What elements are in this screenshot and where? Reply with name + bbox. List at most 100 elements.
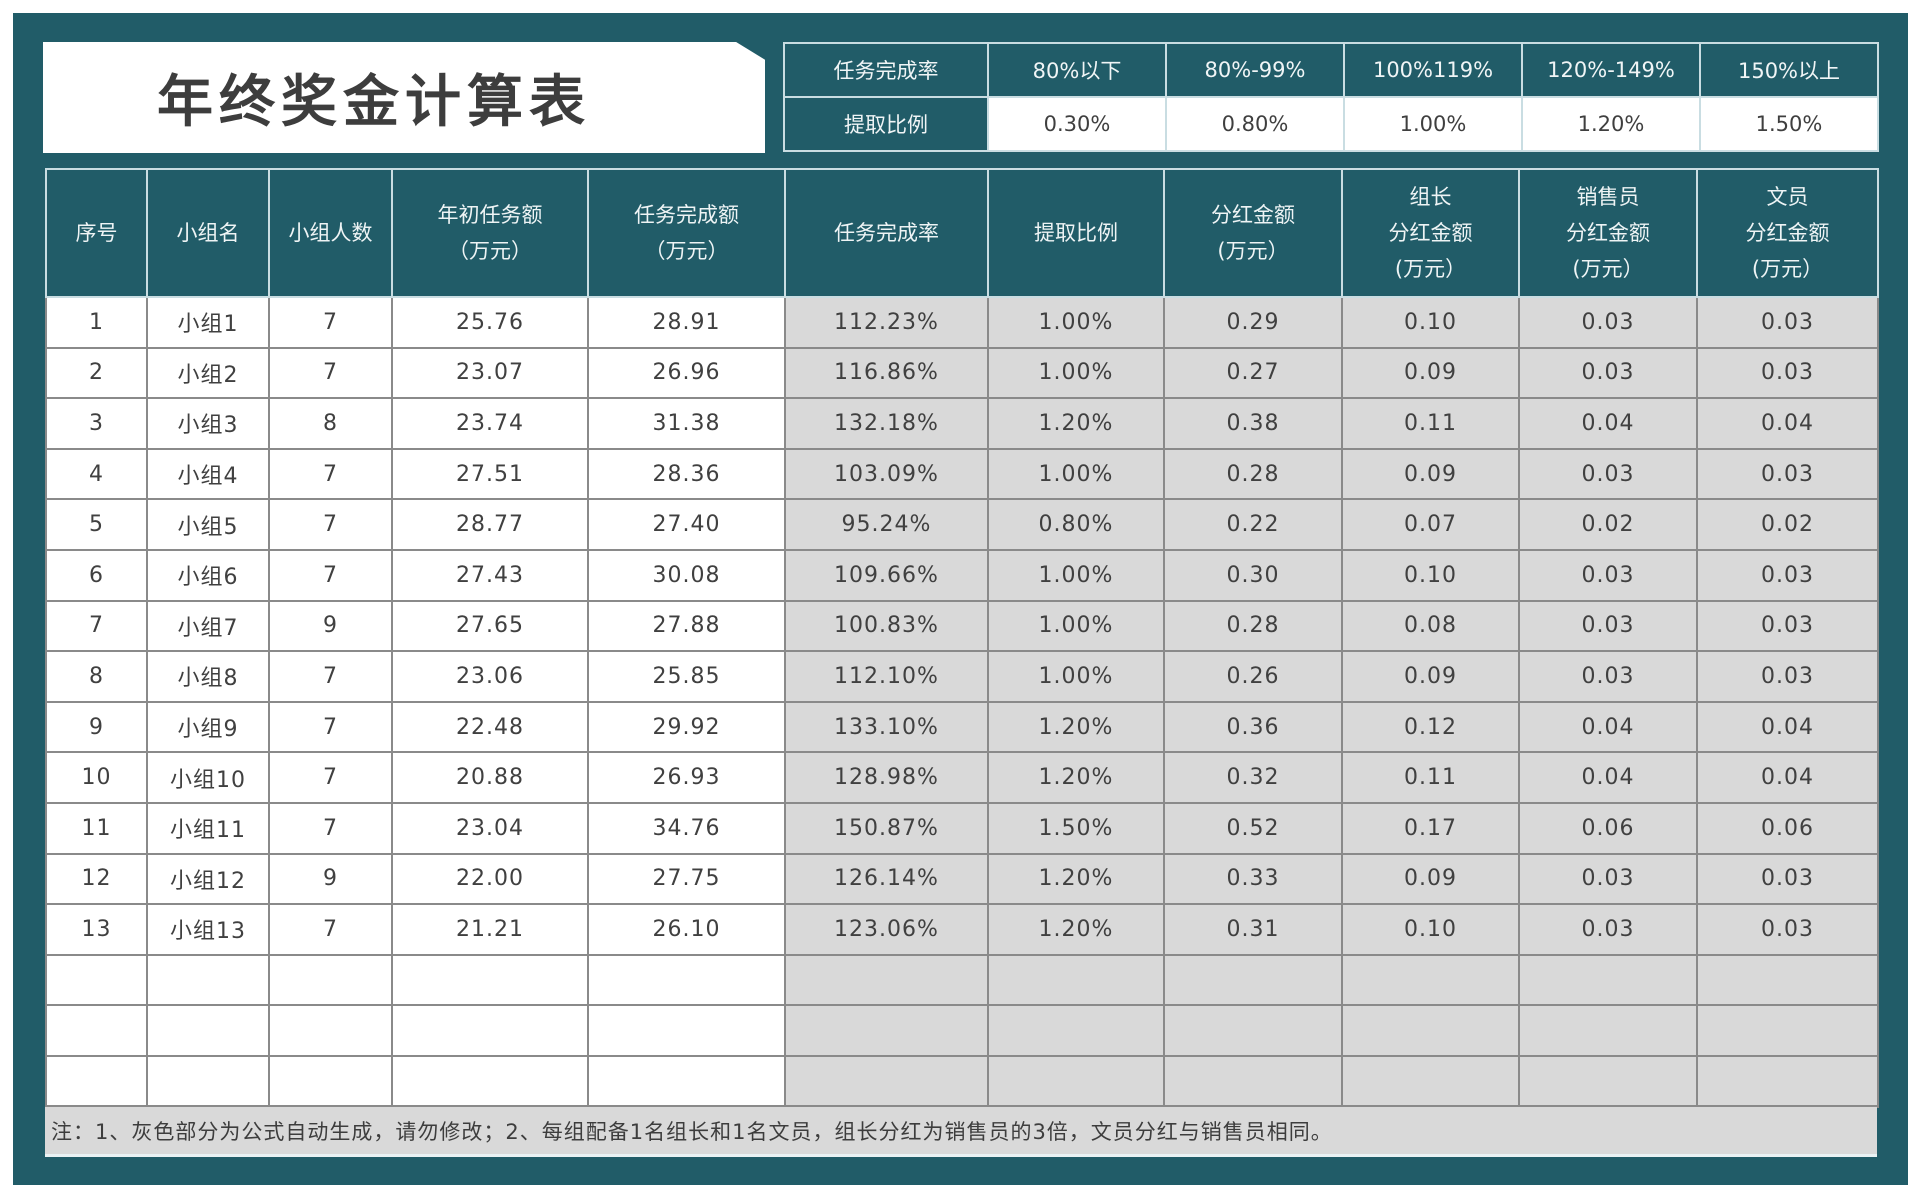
cell-extraction-ratio[interactable]: 1.20% (987, 852, 1165, 906)
cell-group-size[interactable] (268, 1004, 393, 1057)
cell-completion-rate[interactable]: 112.23% (784, 296, 989, 349)
cell-clerk-bonus[interactable]: 0.03 (1696, 650, 1879, 703)
cell-index[interactable]: 12 (45, 852, 148, 906)
cell-group-name[interactable]: 小组12 (146, 852, 270, 906)
cell-extraction-ratio[interactable]: 1.00% (987, 548, 1165, 602)
cell-clerk-bonus[interactable]: 0.04 (1696, 397, 1879, 450)
cell-group-size[interactable]: 7 (268, 346, 393, 400)
cell-sales-bonus[interactable]: 0.03 (1518, 296, 1698, 349)
cell-completed-amount[interactable]: 27.88 (587, 599, 786, 653)
cell-index[interactable]: 13 (45, 903, 148, 956)
cell-annual-target[interactable] (391, 953, 589, 1007)
cell-extraction-ratio[interactable]: 1.50% (987, 801, 1165, 855)
cell-sales-bonus[interactable]: 0.03 (1518, 548, 1698, 602)
cell-bonus-amount[interactable]: 0.29 (1163, 296, 1343, 349)
cell-group-size[interactable]: 8 (268, 397, 393, 450)
cell-clerk-bonus[interactable]: 0.03 (1696, 548, 1879, 602)
cell-annual-target[interactable]: 22.48 (391, 700, 589, 754)
cell-group-size[interactable] (268, 953, 393, 1007)
cell-annual-target[interactable]: 23.07 (391, 346, 589, 400)
legend-ratio-cell[interactable]: 0.30% (987, 96, 1167, 152)
cell-group-name[interactable]: 小组8 (146, 650, 270, 703)
cell-clerk-bonus[interactable]: 0.03 (1696, 346, 1879, 400)
cell-annual-target[interactable]: 28.77 (391, 498, 589, 551)
cell-completion-rate[interactable]: 112.10% (784, 650, 989, 703)
cell-leader-bonus[interactable]: 0.09 (1341, 650, 1520, 703)
cell-completed-amount[interactable]: 27.40 (587, 498, 786, 551)
legend-range-cell[interactable]: 80%以下 (987, 42, 1167, 98)
cell-group-size[interactable]: 9 (268, 852, 393, 906)
cell-annual-target[interactable]: 27.43 (391, 548, 589, 602)
cell-group-size[interactable]: 7 (268, 650, 393, 703)
cell-annual-target[interactable]: 27.51 (391, 447, 589, 501)
cell-annual-target[interactable]: 20.88 (391, 751, 589, 804)
cell-clerk-bonus[interactable]: 0.03 (1696, 447, 1879, 501)
cell-leader-bonus[interactable]: 0.10 (1341, 296, 1520, 349)
cell-group-name[interactable]: 小组1 (146, 296, 270, 349)
cell-leader-bonus[interactable]: 0.09 (1341, 447, 1520, 501)
cell-group-size[interactable]: 7 (268, 903, 393, 956)
cell-group-size[interactable]: 7 (268, 700, 393, 754)
cell-completed-amount[interactable]: 31.38 (587, 397, 786, 450)
cell-extraction-ratio[interactable]: 0.80% (987, 498, 1165, 551)
cell-group-name[interactable] (146, 953, 270, 1007)
cell-leader-bonus[interactable]: 0.10 (1341, 548, 1520, 602)
cell-completed-amount[interactable]: 28.36 (587, 447, 786, 501)
cell-completed-amount[interactable] (587, 953, 786, 1007)
cell-extraction-ratio[interactable]: 1.20% (987, 397, 1165, 450)
cell-group-name[interactable] (146, 1004, 270, 1057)
cell-leader-bonus[interactable] (1341, 1004, 1520, 1057)
cell-completion-rate[interactable]: 123.06% (784, 903, 989, 956)
cell-group-name[interactable]: 小组13 (146, 903, 270, 956)
cell-index[interactable] (45, 953, 148, 1007)
legend-range-cell[interactable]: 100%119% (1343, 42, 1523, 98)
cell-clerk-bonus[interactable]: 0.03 (1696, 296, 1879, 349)
cell-leader-bonus[interactable] (1341, 953, 1520, 1007)
cell-group-name[interactable]: 小组11 (146, 801, 270, 855)
cell-completion-rate[interactable]: 133.10% (784, 700, 989, 754)
cell-completion-rate[interactable]: 126.14% (784, 852, 989, 906)
cell-group-name[interactable]: 小组6 (146, 548, 270, 602)
cell-group-name[interactable]: 小组2 (146, 346, 270, 400)
cell-sales-bonus[interactable]: 0.04 (1518, 751, 1698, 804)
cell-completed-amount[interactable]: 26.10 (587, 903, 786, 956)
cell-extraction-ratio[interactable]: 1.00% (987, 599, 1165, 653)
cell-group-size[interactable]: 7 (268, 447, 393, 501)
cell-index[interactable] (45, 1004, 148, 1057)
cell-index[interactable]: 3 (45, 397, 148, 450)
cell-bonus-amount[interactable]: 0.28 (1163, 599, 1343, 653)
cell-completed-amount[interactable]: 25.85 (587, 650, 786, 703)
cell-group-name[interactable]: 小组3 (146, 397, 270, 450)
cell-index[interactable]: 10 (45, 751, 148, 804)
cell-leader-bonus[interactable]: 0.07 (1341, 498, 1520, 551)
cell-index[interactable] (45, 1054, 148, 1108)
cell-extraction-ratio[interactable]: 1.00% (987, 447, 1165, 501)
cell-bonus-amount[interactable]: 0.30 (1163, 548, 1343, 602)
cell-bonus-amount[interactable] (1163, 1054, 1343, 1108)
legend-ratio-cell[interactable]: 1.00% (1343, 96, 1523, 152)
cell-annual-target[interactable] (391, 1054, 589, 1108)
cell-completion-rate[interactable]: 103.09% (784, 447, 989, 501)
cell-completion-rate[interactable]: 109.66% (784, 548, 989, 602)
cell-completed-amount[interactable]: 34.76 (587, 801, 786, 855)
cell-clerk-bonus[interactable]: 0.03 (1696, 599, 1879, 653)
cell-index[interactable]: 6 (45, 548, 148, 602)
cell-group-name[interactable]: 小组10 (146, 751, 270, 804)
cell-bonus-amount[interactable]: 0.26 (1163, 650, 1343, 703)
cell-completion-rate[interactable] (784, 1004, 989, 1057)
cell-annual-target[interactable]: 23.74 (391, 397, 589, 450)
cell-completion-rate[interactable]: 100.83% (784, 599, 989, 653)
cell-clerk-bonus[interactable]: 0.06 (1696, 801, 1879, 855)
cell-group-name[interactable]: 小组4 (146, 447, 270, 501)
cell-bonus-amount[interactable]: 0.38 (1163, 397, 1343, 450)
cell-leader-bonus[interactable]: 0.08 (1341, 599, 1520, 653)
cell-group-size[interactable]: 7 (268, 751, 393, 804)
cell-index[interactable]: 5 (45, 498, 148, 551)
cell-extraction-ratio[interactable] (987, 953, 1165, 1007)
cell-completed-amount[interactable] (587, 1004, 786, 1057)
cell-group-name[interactable]: 小组5 (146, 498, 270, 551)
cell-completed-amount[interactable]: 29.92 (587, 700, 786, 754)
cell-completion-rate[interactable]: 150.87% (784, 801, 989, 855)
cell-sales-bonus[interactable]: 0.06 (1518, 801, 1698, 855)
cell-group-name[interactable]: 小组9 (146, 700, 270, 754)
